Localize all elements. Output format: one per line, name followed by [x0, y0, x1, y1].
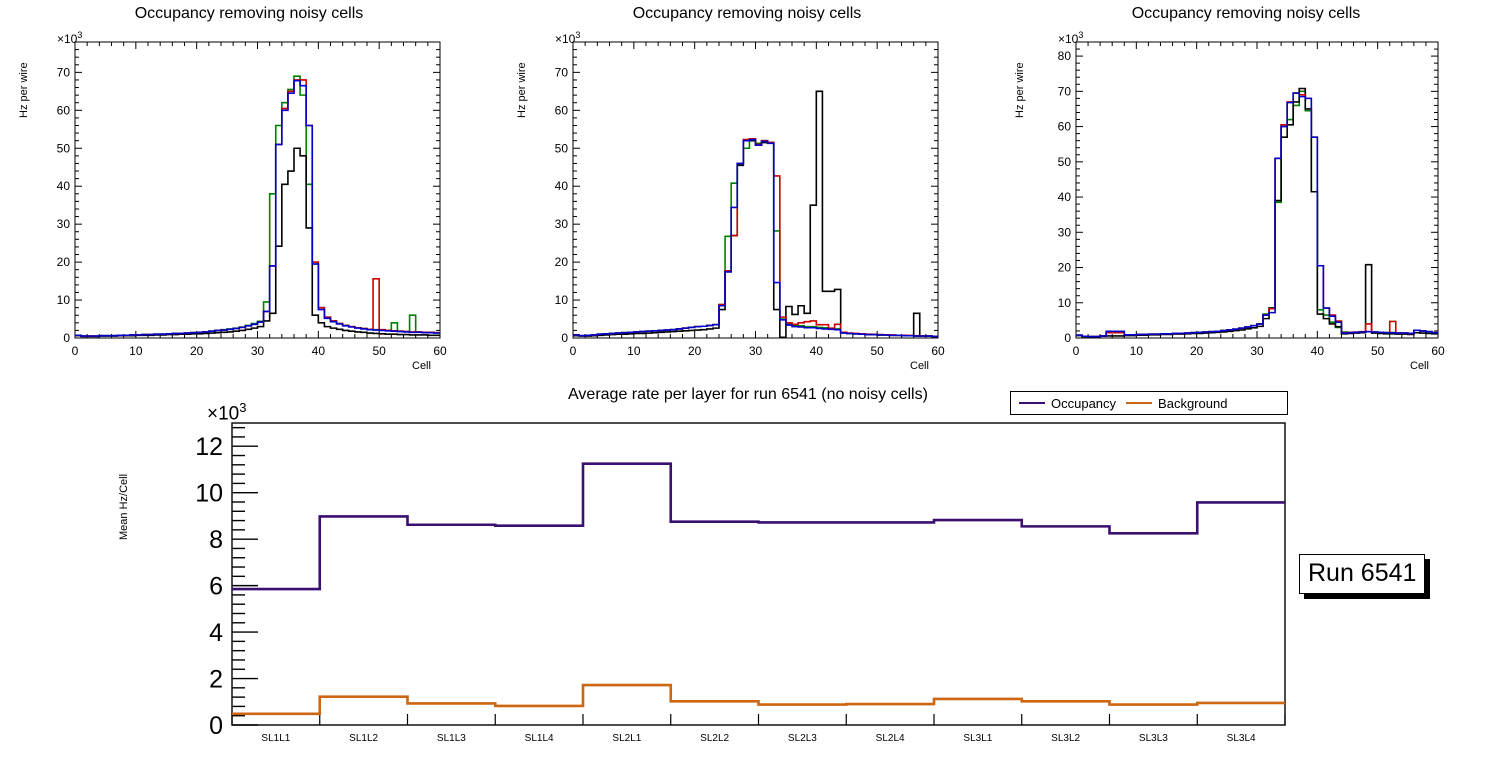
svg-text:40: 40: [312, 344, 326, 358]
bottom-panel-title: Average rate per layer for run 6541 (no …: [568, 386, 928, 403]
svg-text:30: 30: [1058, 225, 1072, 239]
svg-text:50: 50: [870, 344, 884, 358]
panel-3-y-exponent: ×103: [1058, 30, 1084, 46]
svg-text:80: 80: [1058, 49, 1072, 63]
svg-text:0: 0: [561, 331, 568, 345]
svg-text:20: 20: [1058, 261, 1072, 275]
svg-text:50: 50: [57, 141, 71, 155]
svg-text:SL3L2: SL3L2: [1051, 733, 1080, 744]
svg-text:10: 10: [129, 344, 143, 358]
svg-text:70: 70: [57, 65, 71, 79]
panel-1-y-exponent: ×103: [57, 30, 83, 46]
svg-text:70: 70: [1058, 84, 1072, 98]
svg-text:30: 30: [1250, 344, 1264, 358]
svg-text:SL3L4: SL3L4: [1227, 733, 1256, 744]
svg-text:12: 12: [195, 433, 223, 461]
svg-text:10: 10: [627, 344, 641, 358]
svg-text:70: 70: [555, 65, 569, 79]
pad-occupancy-sl3: Occupancy removing noisy cells Hz per wi…: [996, 0, 1496, 380]
svg-text:40: 40: [1058, 190, 1072, 204]
svg-text:20: 20: [555, 255, 569, 269]
svg-text:20: 20: [190, 344, 204, 358]
bottom-panel-legend: Occupancy Background: [1010, 391, 1288, 415]
svg-text:8: 8: [209, 526, 223, 554]
bottom-panel-y-exponent: ×103: [207, 400, 247, 425]
pad-occupancy-sl2: Occupancy removing noisy cells Hz per wi…: [498, 0, 996, 380]
svg-text:0: 0: [63, 331, 70, 345]
svg-text:50: 50: [372, 344, 386, 358]
svg-text:20: 20: [1190, 344, 1204, 358]
svg-text:50: 50: [1058, 155, 1072, 169]
panel-2-plot: 0 10 20 30 40 50 60 70 0 10 20 30 40 50 60: [555, 41, 945, 358]
svg-text:50: 50: [1371, 344, 1385, 358]
legend-swatch-occupancy: [1019, 402, 1045, 404]
svg-text:0: 0: [209, 712, 223, 740]
svg-text:0: 0: [570, 344, 577, 358]
svg-text:30: 30: [251, 344, 265, 358]
svg-text:SL1L4: SL1L4: [525, 733, 554, 744]
pad-average-rate-per-layer: Average rate per layer for run 6541 (no …: [0, 380, 1496, 772]
svg-text:0: 0: [1073, 344, 1080, 358]
svg-text:60: 60: [555, 103, 569, 117]
svg-text:SL2L3: SL2L3: [788, 733, 817, 744]
svg-text:SL1L1: SL1L1: [261, 733, 290, 744]
svg-text:10: 10: [555, 293, 569, 307]
svg-text:10: 10: [195, 480, 223, 508]
svg-text:10: 10: [1058, 296, 1072, 310]
svg-text:2: 2: [209, 666, 223, 694]
panel-2-title: Occupancy removing noisy cells: [632, 5, 862, 22]
svg-text:SL1L2: SL1L2: [349, 733, 378, 744]
svg-text:60: 60: [931, 344, 945, 358]
run-label-text: Run 6541: [1299, 554, 1426, 594]
svg-text:50: 50: [555, 141, 569, 155]
svg-text:60: 60: [57, 103, 71, 117]
svg-text:SL2L2: SL2L2: [700, 733, 729, 744]
svg-text:6: 6: [209, 573, 223, 601]
pad-occupancy-sl1: Occupancy removing noisy cells Hz per wi…: [0, 0, 498, 380]
panel-1-title: Occupancy removing noisy cells: [134, 5, 364, 22]
panel-1-xlabel: Cell: [412, 360, 431, 372]
svg-text:40: 40: [555, 179, 569, 193]
svg-text:10: 10: [57, 293, 71, 307]
svg-text:SL2L1: SL2L1: [612, 733, 641, 744]
panel-2-y-exponent: ×103: [555, 30, 581, 46]
svg-text:30: 30: [555, 217, 569, 231]
svg-text:SL3L1: SL3L1: [963, 733, 992, 744]
panel-3-title: Occupancy removing noisy cells: [1131, 5, 1361, 22]
svg-text:60: 60: [433, 344, 447, 358]
panel-3-xlabel: Cell: [1410, 360, 1429, 372]
panel-2-xlabel: Cell: [910, 360, 929, 372]
svg-text:20: 20: [57, 255, 71, 269]
panel-3-plot: 0 10 20 30 40 50 60 70 80 0 10 20 30 40 50 60: [1058, 41, 1445, 358]
svg-text:60: 60: [1431, 344, 1445, 358]
svg-text:40: 40: [57, 179, 71, 193]
legend-entry-occupancy: Occupancy: [1019, 396, 1116, 411]
svg-text:30: 30: [749, 344, 763, 358]
svg-text:SL1L3: SL1L3: [437, 733, 466, 744]
svg-text:0: 0: [1064, 331, 1071, 345]
panel-1-plot: 0 10 20 30 40 50 60 70 0 10 20 30 40 50 60: [57, 41, 447, 358]
svg-text:0: 0: [72, 344, 79, 358]
svg-text:40: 40: [810, 344, 824, 358]
svg-text:30: 30: [57, 217, 71, 231]
run-label-box: Run 6541: [1299, 554, 1431, 599]
legend-entry-background: Background: [1126, 396, 1227, 411]
svg-text:SL2L4: SL2L4: [876, 733, 905, 744]
svg-text:20: 20: [688, 344, 702, 358]
legend-swatch-background: [1126, 402, 1153, 404]
svg-text:4: 4: [209, 619, 223, 647]
svg-text:SL3L3: SL3L3: [1139, 733, 1168, 744]
legend-label-occupancy: Occupancy: [1051, 395, 1117, 411]
svg-text:40: 40: [1311, 344, 1325, 358]
svg-text:60: 60: [1058, 120, 1072, 134]
bottom-panel-plot: 0 2 4 6 8 10 12 SL1L1 SL1L2 SL1L3 SL1L4 SL2L1 SL2L2 S…: [195, 422, 1286, 744]
legend-label-background: Background: [1158, 395, 1228, 411]
svg-text:10: 10: [1130, 344, 1144, 358]
